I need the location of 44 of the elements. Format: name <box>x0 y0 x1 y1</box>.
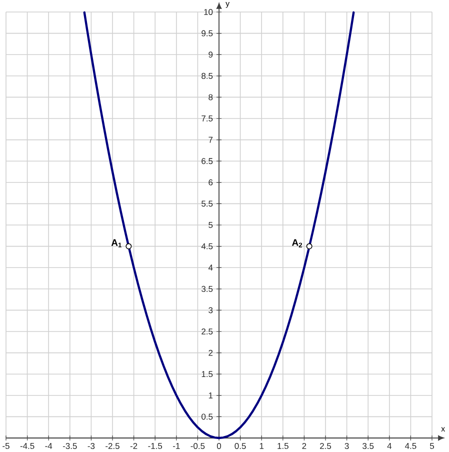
x-tick-label: -3.5 <box>62 443 77 450</box>
x-tick-label: -2 <box>130 443 138 449</box>
y-tick-label: 3 <box>208 307 213 314</box>
x-tick-label: 4.5 <box>405 443 416 449</box>
y-tick-label: 0.5 <box>202 414 213 420</box>
x-tick-label: -4.5 <box>20 443 34 449</box>
x-tick-label: -4 <box>45 443 52 449</box>
y-tick-label: 6 <box>208 179 213 186</box>
y-tick-label: 7.5 <box>202 116 213 122</box>
x-tick-label: 3.5 <box>362 443 374 450</box>
y-tick-label: 4.5 <box>201 243 213 250</box>
x-tick-label: -1.5 <box>148 443 162 449</box>
x-tick-label: 2.5 <box>320 443 332 450</box>
x-tick-label: -0.5 <box>190 443 205 450</box>
y-tick-label: 9 <box>208 52 213 58</box>
y-tick-label: 5.5 <box>202 200 213 207</box>
y-tick-label: 8 <box>208 94 213 100</box>
x-tick-label: 1 <box>260 443 264 449</box>
y-tick-label: 10 <box>204 9 213 15</box>
y-tick-label: 4 <box>208 264 213 271</box>
y-tick-label: 1 <box>208 392 213 398</box>
x-tick-label: 1.5 <box>278 443 288 449</box>
x-tick-label: 2 <box>302 443 306 449</box>
line-series <box>83 11 355 440</box>
x-tick-label: -3 <box>88 443 95 450</box>
x-tick-label: 0 <box>216 443 222 450</box>
y-tick-label: 6.5 <box>202 158 213 164</box>
y-tick-label: 5 <box>208 222 213 228</box>
x-tick-label: 4 <box>387 443 392 449</box>
y-tick-label: 2.5 <box>202 328 213 334</box>
x-tick-label: -5 <box>2 443 10 449</box>
x-tick-label: -2.5 <box>106 443 120 450</box>
x-tick-label: 3 <box>344 443 349 450</box>
y-tick-label: 9.5 <box>202 30 213 36</box>
y-tick-label: 7 <box>208 136 213 143</box>
x-tick-label: 0.5 <box>234 443 246 450</box>
y-tick-label: 8.5 <box>202 72 213 79</box>
y-tick-label: 3.5 <box>202 286 213 292</box>
y-tick-label: 1.5 <box>202 371 213 378</box>
y-tick-label: 2 <box>208 350 213 356</box>
annotation: A$_{2}$ <box>292 239 302 248</box>
x-tick-label: -1 <box>173 443 180 449</box>
annotation: A$_{1}$ <box>111 239 122 248</box>
x-tick-label: 5 <box>430 443 434 449</box>
